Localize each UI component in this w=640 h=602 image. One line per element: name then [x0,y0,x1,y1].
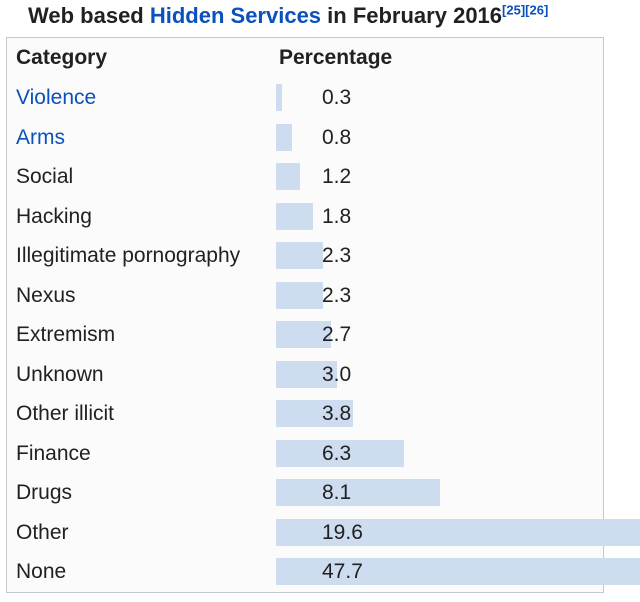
table-row: Hacking 1.8 [7,197,603,237]
table-row: None 47.7 [7,552,640,592]
percentage-value: 0.8 [322,125,352,149]
bar-table-body: Violence 0.3 Arms 0.8 Social 1.2 Hacking… [7,78,640,592]
table-row: Other illicit 3.8 [7,394,603,434]
percentage-value: 2.3 [322,283,352,307]
category-label: Illegitimate pornography [16,244,241,267]
percentage-value: 1.8 [322,204,352,228]
title-suffix: in February 2016 [321,3,503,28]
percentage-value: 3.0 [322,362,352,386]
percentage-bar [276,281,323,309]
percentage-bar [276,84,283,111]
table-row: Extremism 2.7 [7,315,603,355]
percentage-value: 8.1 [322,481,352,504]
percentage-value: 6.3 [322,441,352,465]
percentage-bar [276,321,331,348]
table-row: Drugs 8.1 [7,473,603,513]
category-label: Other illicit [16,402,115,425]
percentage-bar [276,479,441,506]
percentage-column-header: Percentage [279,46,393,69]
percentage-bar [276,558,640,585]
reference-link-26[interactable]: [26] [525,2,549,18]
category-label: Drugs [16,481,73,504]
table-row: Other 19.6 [7,513,640,553]
percentage-bar [276,202,313,230]
category-label: Extremism [16,323,116,346]
percentage-value: 0.3 [322,86,352,109]
bar-chart-table: Category Percentage Violence 0.3 Arms 0.… [6,37,640,593]
hidden-services-link[interactable]: Hidden Services [149,3,322,28]
category-column-header: Category [16,46,108,69]
title-prefix: Web based [28,3,150,28]
table-header-row: Category Percentage [7,38,603,78]
table-row: Finance 6.3 [7,434,603,474]
percentage-bar [276,518,640,546]
table-row: Violence 0.3 [7,78,603,118]
percentage-bar [276,360,337,388]
table-row: Nexus 2.3 [7,276,603,316]
percentage-bar [276,400,354,427]
percentage-value: 2.7 [322,323,352,346]
percentage-value: 47.7 [322,560,363,583]
category-label: Other [16,520,69,544]
percentage-value: 1.2 [322,165,352,188]
table-row: Illegitimate pornography 2.3 [7,236,603,276]
category-label: Unknown [16,362,104,386]
reference-link-25[interactable]: [25] [502,2,526,18]
category-label: Hacking [16,204,92,228]
percentage-value: 3.8 [322,402,352,425]
percentage-bar [276,242,323,269]
table-row: Arms 0.8 [7,118,603,158]
category-label[interactable]: Arms [16,125,65,149]
category-label: None [16,560,67,583]
category-label: Finance [16,441,91,465]
percentage-bar [276,163,301,190]
percentage-value: 19.6 [322,520,363,544]
category-label[interactable]: Violence [16,86,97,109]
percentage-bar [276,439,404,467]
table-row: Unknown 3.0 [7,355,603,395]
category-label: Nexus [16,283,76,307]
chart-title: Web based Hidden Services in February 20… [28,3,548,29]
category-label: Social [16,165,74,188]
percentage-bar [276,123,293,151]
table-row: Social 1.2 [7,157,603,197]
percentage-value: 2.3 [322,244,352,267]
